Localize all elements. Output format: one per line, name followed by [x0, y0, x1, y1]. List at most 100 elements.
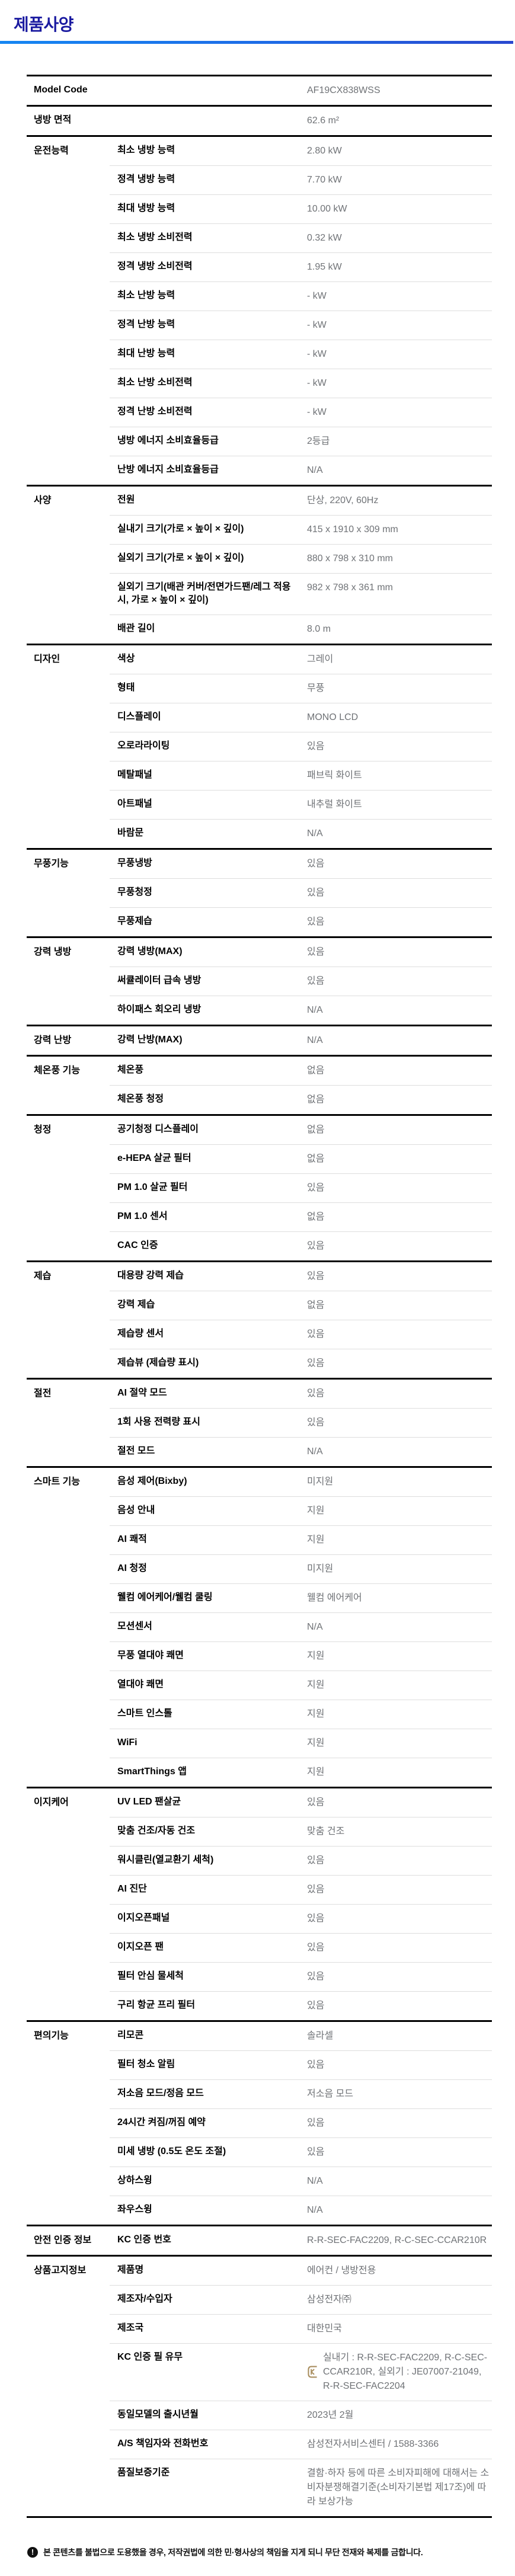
- spec-label: 무풍 열대야 쾌면: [117, 1650, 184, 1660]
- spec-value-cell: 있음: [307, 2145, 492, 2159]
- spec-label: 정격 난방 소비전력: [117, 407, 193, 417]
- spec-value: 있음: [307, 946, 325, 957]
- spec-value: 미지원: [307, 1563, 334, 1574]
- spec-label: e-HEPA 살균 필터: [117, 1153, 191, 1163]
- spec-row: 1회 사용 전력량 표시 있음: [110, 1407, 492, 1437]
- spec-value-cell: 8.0 m: [307, 622, 492, 636]
- title-underline: [0, 41, 513, 44]
- spec-label: 필터 청소 알림: [117, 2059, 175, 2069]
- spec-value-cell: 없음: [307, 1152, 492, 1166]
- spec-value: 있음: [307, 1855, 325, 1865]
- spec-value-cell: 0.32 kW: [307, 231, 492, 245]
- spec-group: Model Code AF19CX838WSS: [27, 75, 492, 105]
- spec-row: 제품명 에어컨 / 냉방전용: [110, 2257, 492, 2285]
- spec-value: 있음: [307, 916, 325, 927]
- spec-row: AI 절약 모드 있음: [110, 1380, 492, 1408]
- spec-label: 미세 냉방 (0.5도 온도 조절): [117, 2146, 226, 2156]
- spec-value: 없음: [307, 1094, 325, 1105]
- spec-value-cell: 있음: [307, 740, 492, 754]
- spec-row: 공기청정 디스플레이 없음: [110, 1116, 492, 1144]
- spec-row: 필터 청소 알림 있음: [110, 2050, 492, 2079]
- spec-value-cell: 있음: [307, 1181, 492, 1195]
- spec-label: 리모콘: [117, 2030, 144, 2040]
- spec-value: 있음: [307, 1329, 325, 1339]
- spec-label: 좌우스윙: [117, 2204, 152, 2215]
- spec-value: 있음: [307, 1358, 325, 1368]
- spec-label: 실외기 크기(배관 커버/전면가드팬/레그 적용 시, 가로 × 높이 × 깊이…: [117, 582, 291, 606]
- spec-group: 편의기능 리모콘 솔라셀 필터 청소 알림 있음 저소음 모드/정음 모드: [27, 2020, 492, 2225]
- spec-value: N/A: [307, 828, 323, 839]
- spec-label: AI 청정: [117, 1563, 147, 1573]
- spec-value: 있음: [307, 1240, 325, 1251]
- spec-value: 미지원: [307, 1476, 334, 1487]
- spec-value: 패브릭 화이트: [307, 770, 362, 780]
- spec-row: 스마트 인스톨 지원: [110, 1699, 492, 1729]
- spec-label: 공기청정 디스플레이: [117, 1124, 199, 1134]
- spec-value: 삼성전자㈜: [307, 2294, 351, 2305]
- spec-group-rows: 대용량 강력 제습 있음 강력 제습 없음 제습량 센서: [110, 1262, 492, 1378]
- spec-value: 솔라셀: [307, 2030, 334, 2041]
- spec-row: 이지오픈패널 있음: [110, 1903, 492, 1933]
- spec-value: 있음: [307, 1942, 325, 1953]
- spec-group: 이지케어 UV LED 팬살균 있음 맞춤 건조/자동 건조 맞춤 건조: [27, 1786, 492, 2020]
- spec-label: 형태: [117, 682, 135, 693]
- exclamation-icon: !: [27, 2546, 38, 2558]
- spec-group-rows: 강력 냉방(MAX) 있음 써큘레이터 급속 냉방 있음 하이패스 회오리 냉방: [110, 938, 492, 1025]
- spec-row: AI 쾌적 지원: [110, 1525, 492, 1554]
- spec-category: 스마트 기능: [34, 1476, 81, 1487]
- spec-value: 있음: [307, 741, 325, 751]
- spec-group: 강력 난방 강력 난방(MAX) N/A: [27, 1024, 492, 1055]
- spec-value: N/A: [307, 1035, 323, 1045]
- spec-value-cell: 에어컨 / 냉방전용: [307, 2264, 492, 2278]
- spec-value-cell: N/A: [307, 1445, 492, 1459]
- spec-row: 최소 냉방 소비전력 0.32 kW: [110, 223, 492, 252]
- spec-row: 메탈패널 패브릭 화이트: [110, 760, 492, 790]
- spec-value: 있음: [307, 1884, 325, 1895]
- spec-label: 강력 제습: [117, 1299, 155, 1310]
- spec-value: MONO LCD: [307, 712, 359, 722]
- spec-value-cell: 2023년 2월: [307, 2408, 492, 2423]
- spec-label: 모션센서: [117, 1621, 152, 1631]
- spec-row: 무풍냉방 있음: [110, 850, 492, 878]
- spec-label: 제품명: [117, 2264, 144, 2275]
- spec-label: 최소 냉방 능력: [117, 145, 175, 155]
- spec-group: 제습 대용량 강력 제습 있음 강력 제습 없음 제습량 센서: [27, 1260, 492, 1378]
- page-header: 제품사양: [0, 0, 515, 44]
- spec-label: WiFi: [117, 1737, 137, 1748]
- spec-group: 강력 냉방 강력 냉방(MAX) 있음 써큘레이터 급속 냉방 있음 하이: [27, 936, 492, 1025]
- spec-value: 있음: [307, 2059, 325, 2070]
- spec-value-cell: 없음: [307, 1123, 492, 1137]
- spec-value: N/A: [307, 1004, 323, 1015]
- spec-row: AI 진단 있음: [110, 1874, 492, 1904]
- spec-category: 강력 난방: [34, 1035, 72, 1045]
- spec-row: 실내기 크기(가로 × 높이 × 깊이) 415 x 1910 x 309 mm: [110, 515, 492, 544]
- spec-label: 최소 냉방 소비전력: [117, 232, 193, 242]
- spec-label: 이지오픈 팬: [117, 1941, 164, 1952]
- spec-group-rows: 공기청정 디스플레이 없음 e-HEPA 살균 필터 없음 PM 1.0 살균 …: [110, 1116, 492, 1260]
- spec-row: 써큘레이터 급속 냉방 있음: [110, 966, 492, 996]
- spec-row: Model Code AF19CX838WSS: [27, 76, 492, 105]
- spec-value-cell: 있음: [307, 1269, 492, 1284]
- spec-value: 실내기 : R-R-SEC-FAC2209, R-C-SEC-CCAR210R,…: [323, 2352, 488, 2391]
- spec-group-rows: 최소 냉방 능력 2.80 kW 정격 냉방 능력 7.70 kW 최대 냉방 …: [110, 137, 492, 485]
- spec-group-rows: KC 인증 번호 R-R-SEC-FAC2209, R-C-SEC-CCAR21…: [110, 2226, 492, 2255]
- spec-value-cell: AF19CX838WSS: [307, 84, 492, 98]
- spec-row: 이지오픈 팬 있음: [110, 1932, 492, 1962]
- spec-label: 저소음 모드/정음 모드: [117, 2088, 204, 2098]
- spec-value-cell: 솔라셀: [307, 2029, 492, 2043]
- spec-row: AI 청정 미지원: [110, 1554, 492, 1583]
- spec-row: A/S 책임자와 전화번호 삼성전자서비스센터 / 1588-3366: [110, 2429, 492, 2459]
- spec-row: e-HEPA 살균 필터 없음: [110, 1144, 492, 1173]
- spec-group-rows: AI 절약 모드 있음 1회 사용 전력량 표시 있음 절전 모드: [110, 1380, 492, 1466]
- spec-value-cell: 있음: [307, 1356, 492, 1371]
- spec-row: 워시클린(열교환기 세척) 있음: [110, 1845, 492, 1875]
- spec-value-cell: 무풍: [307, 681, 492, 696]
- spec-row: 색상 그레이: [110, 645, 492, 674]
- spec-row: 최소 난방 능력 - kW: [110, 281, 492, 311]
- spec-label: 음성 안내: [117, 1505, 155, 1515]
- spec-value: 있음: [307, 2000, 325, 2011]
- spec-value: 1.95 kW: [307, 262, 342, 272]
- spec-category: 청정: [34, 1124, 52, 1135]
- spec-row: 아트패널 내추럴 화이트: [110, 789, 492, 819]
- spec-group-rows: 강력 난방(MAX) N/A: [110, 1026, 492, 1055]
